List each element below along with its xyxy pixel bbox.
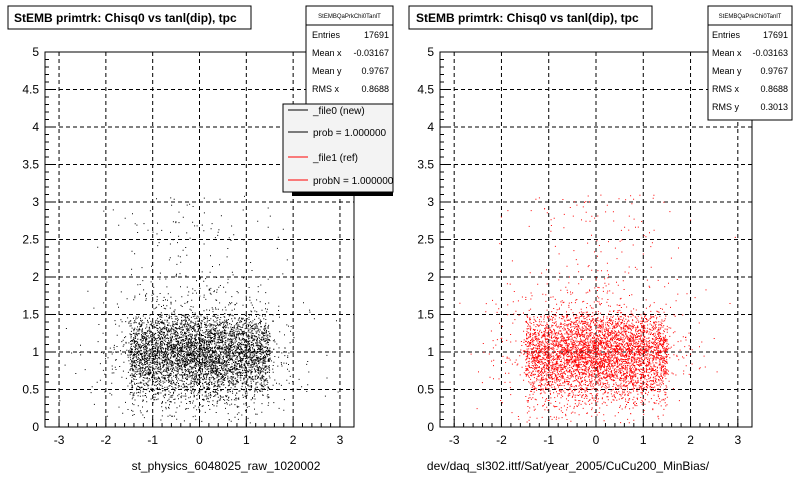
right-xtick-label: 0 <box>593 433 600 447</box>
right-stats-rmsy-value: 0.3013 <box>760 102 788 112</box>
legend-box: _file0 (new) prob = 1.000000 _file1 (ref… <box>282 103 394 196</box>
right-scatter-points <box>459 194 736 424</box>
left-stats-box: StEMBQaPrkChi0TanlT Entries 17691 Mean x… <box>305 5 394 109</box>
right-ytick-label: 5 <box>427 45 434 59</box>
right-stats-entries-value: 17691 <box>763 30 788 40</box>
left-xtick-label: -1 <box>147 433 158 447</box>
left-stats-entries-value: 17691 <box>364 30 389 40</box>
left-stats-rmsx-label: RMS x <box>312 84 340 94</box>
left-stats-entries-label: Entries <box>312 30 341 40</box>
left-panel: StEMB primtrk: Chisq0 vs tanl(dip), tpc … <box>7 5 394 473</box>
right-stats-meany-label: Mean y <box>712 66 742 76</box>
right-stats-entries-label: Entries <box>712 30 741 40</box>
right-stats-meanx-value: -0.03163 <box>752 48 788 58</box>
right-ytick-label: 2.5 <box>417 233 434 247</box>
right-ytick-label: 3 <box>427 195 434 209</box>
right-plot-area: -3 -2 -1 0 1 2 3 0 0.5 1 1.5 2 2.5 3 3.5 4 4.5 5 <box>417 45 753 447</box>
right-stats-box: StEMBQaPrkChi0TanlT Entries 17691 Mean x… <box>707 5 793 121</box>
right-xlabel: dev/daq_sl302.ittf/Sat/year_2005/CuCu200… <box>427 459 710 473</box>
right-title: StEMB primtrk: Chisq0 vs tanl(dip), tpc <box>416 11 639 25</box>
right-stats-meanx-label: Mean x <box>712 48 742 58</box>
right-ytick-label: 4 <box>427 120 434 134</box>
right-xtick-label: 1 <box>640 433 647 447</box>
left-scatter-point-cloud <box>59 195 341 424</box>
right-ytick-label: 0.5 <box>417 383 434 397</box>
legend-label-1: prob = 1.000000 <box>313 128 387 139</box>
left-xtick-label: 0 <box>196 433 203 447</box>
left-ytick-label: 1.5 <box>22 308 39 322</box>
legend-label-0: _file0 (new) <box>312 106 365 117</box>
right-stats-rmsx-value: 0.8688 <box>760 84 788 94</box>
right-xtick-label: -3 <box>449 433 460 447</box>
left-ytick-label: 5 <box>32 45 39 59</box>
left-xtick-label: -2 <box>101 433 112 447</box>
right-xtick-label: -2 <box>496 433 507 447</box>
right-stats-rmsx-label: RMS x <box>712 84 740 94</box>
left-xtick-label: 1 <box>243 433 250 447</box>
right-ytick-label: 2 <box>427 270 434 284</box>
legend-label-3: probN = 1.000000 <box>313 176 394 187</box>
left-ytick-label: 3.5 <box>22 158 39 172</box>
left-xtick-label: -3 <box>54 433 65 447</box>
right-xtick-label: 3 <box>734 433 741 447</box>
right-xtick-label: 2 <box>687 433 694 447</box>
left-ytick-label: 2 <box>32 270 39 284</box>
left-xtick-label: 3 <box>337 433 344 447</box>
right-ytick-label: 0 <box>427 420 434 434</box>
left-xtick-label: 2 <box>290 433 297 447</box>
left-stats-meany-value: 0.9767 <box>361 66 389 76</box>
right-title-box <box>408 5 653 30</box>
right-ytick-label: 4.5 <box>417 83 434 97</box>
left-stats-meany-label: Mean y <box>312 66 342 76</box>
left-ytick-label: 2.5 <box>22 233 39 247</box>
legend-label-2: _file1 (ref) <box>312 153 358 164</box>
left-scatter-points <box>59 195 341 424</box>
left-ytick-label: 0 <box>32 420 39 434</box>
left-ytick-label: 3 <box>32 195 39 209</box>
right-stats-name: StEMBQaPrkChi0TanlT <box>719 14 782 20</box>
left-title-box <box>7 5 252 30</box>
left-stats-meanx-value: -0.03167 <box>353 48 389 58</box>
left-ytick-label: 0.5 <box>22 383 39 397</box>
left-title: StEMB primtrk: Chisq0 vs tanl(dip), tpc <box>14 11 237 25</box>
right-stats-rmsy-label: RMS y <box>712 102 740 112</box>
left-stats-rmsx-value: 0.8688 <box>361 84 389 94</box>
left-ytick-label: 1 <box>32 345 39 359</box>
right-xtick-label: -1 <box>543 433 554 447</box>
left-stats-meanx-label: Mean x <box>312 48 342 58</box>
left-ytick-label: 4.5 <box>22 83 39 97</box>
left-xlabel: st_physics_6048025_raw_1020002 <box>132 459 321 473</box>
left-stats-name: StEMBQaPrkChi0TanlT <box>318 14 381 20</box>
right-scatter-point-cloud <box>459 194 736 424</box>
right-ytick-label: 3.5 <box>417 158 434 172</box>
right-stats-meany-value: 0.9767 <box>760 66 788 76</box>
right-panel: StEMB primtrk: Chisq0 vs tanl(dip), tpc … <box>408 5 793 473</box>
right-ytick-label: 1.5 <box>417 308 434 322</box>
right-ytick-label: 1 <box>427 345 434 359</box>
left-ytick-label: 4 <box>32 120 39 134</box>
